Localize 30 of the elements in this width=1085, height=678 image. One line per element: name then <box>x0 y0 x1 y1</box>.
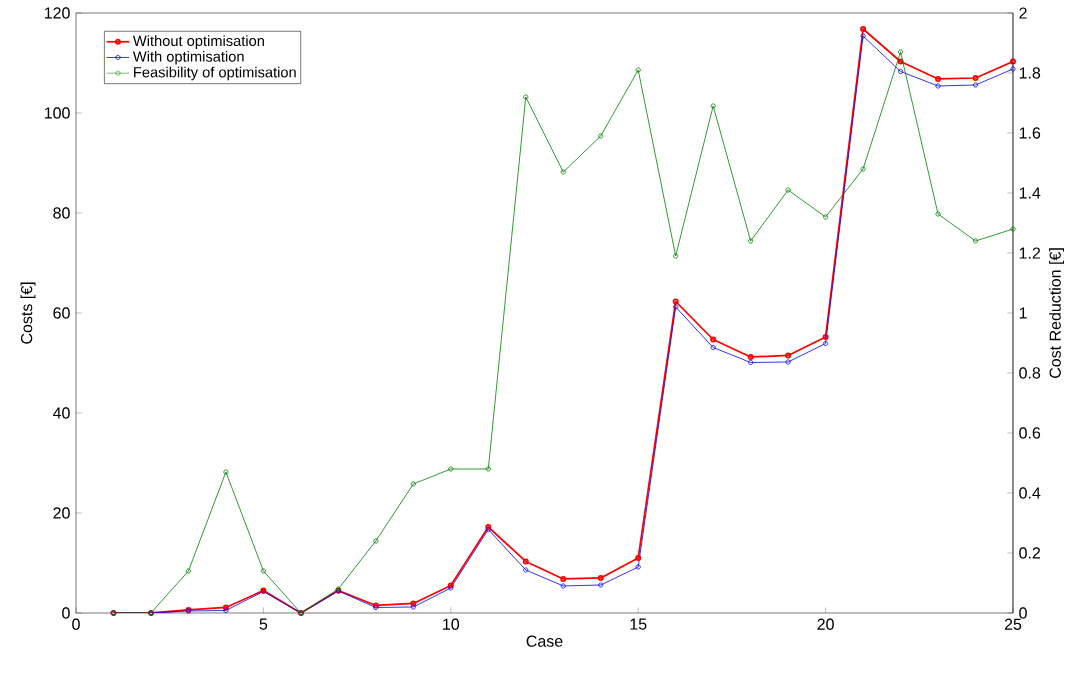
y-tick-label: 20 <box>53 507 70 519</box>
x-axis-title: Case <box>526 635 563 647</box>
y-tick-label: 0 <box>62 607 70 619</box>
y2-axis-title: Cost Reduction [€] <box>1049 248 1065 378</box>
y-tick-label: 120 <box>44 7 70 19</box>
y2-tick-label: 0 <box>1019 607 1027 619</box>
legend-label: With optimisation <box>132 50 244 65</box>
y2-tick-label: 1.2 <box>1019 247 1041 259</box>
y2-tick-label: 1.4 <box>1019 187 1041 199</box>
x-tick-label: 20 <box>817 618 834 630</box>
legend-label: Without optimisation <box>132 35 264 49</box>
x-tick-label: 25 <box>1004 618 1022 630</box>
y2-tick-label: 1 <box>1019 307 1027 319</box>
x-tick-label: 10 <box>443 618 460 630</box>
y2-tick-label: 1.8 <box>1019 67 1041 79</box>
y2-tick-label: 1.6 <box>1019 127 1041 139</box>
y2-tick-label: 0.6 <box>1019 427 1041 439</box>
y2-tick-label: 0.8 <box>1019 367 1041 379</box>
y-tick-label: 60 <box>53 307 70 319</box>
y-tick-label: 80 <box>53 207 70 219</box>
y-tick-label: 100 <box>44 107 70 119</box>
x-tick-label: 15 <box>630 618 647 630</box>
x-tick-label: 5 <box>259 618 268 630</box>
y2-tick-label: 0.2 <box>1019 547 1041 559</box>
y-axis-title: Costs [€] <box>20 282 36 344</box>
y2-tick-label: 2 <box>1019 7 1027 19</box>
y2-tick-label: 0.4 <box>1019 487 1041 499</box>
x-tick-label: 0 <box>72 618 80 630</box>
legend-label: Feasibility of optimisation <box>134 66 296 81</box>
y-tick-label: 40 <box>52 407 70 419</box>
